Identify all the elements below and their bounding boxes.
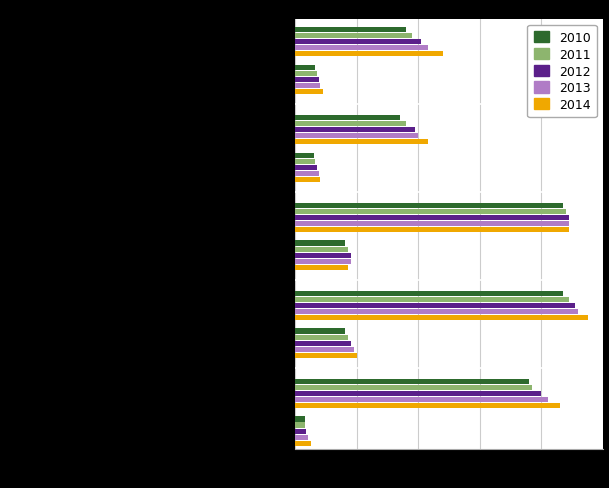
Bar: [295, 403, 560, 408]
Bar: [295, 215, 569, 221]
Bar: [295, 52, 443, 57]
Bar: [295, 46, 428, 51]
Bar: [295, 329, 345, 334]
Bar: [295, 291, 563, 296]
Bar: [295, 335, 348, 340]
Bar: [295, 65, 315, 71]
Bar: [295, 209, 566, 215]
Bar: [295, 441, 311, 446]
Bar: [295, 391, 541, 396]
Bar: [295, 127, 415, 133]
Bar: [295, 265, 348, 271]
Bar: [295, 247, 348, 252]
Bar: [295, 353, 357, 359]
Bar: [295, 78, 319, 83]
Bar: [295, 309, 579, 315]
Bar: [295, 259, 351, 264]
Bar: [295, 140, 428, 145]
Bar: [295, 90, 323, 95]
Bar: [295, 397, 547, 403]
Bar: [295, 241, 345, 246]
Bar: [295, 297, 569, 303]
Bar: [295, 134, 418, 139]
Bar: [295, 115, 400, 121]
Bar: [295, 428, 306, 434]
Legend: 2010, 2011, 2012, 2013, 2014: 2010, 2011, 2012, 2013, 2014: [527, 26, 597, 118]
Bar: [295, 171, 319, 177]
Bar: [295, 417, 304, 422]
Bar: [295, 227, 569, 233]
Bar: [295, 435, 308, 440]
Bar: [295, 203, 563, 208]
Bar: [295, 28, 406, 33]
Bar: [295, 347, 354, 352]
Bar: [295, 40, 421, 45]
Bar: [295, 122, 406, 127]
Bar: [295, 165, 317, 171]
Bar: [295, 153, 314, 159]
Bar: [295, 341, 351, 346]
Bar: [295, 385, 532, 390]
Bar: [295, 222, 569, 227]
Bar: [295, 303, 576, 308]
Bar: [295, 178, 320, 183]
Bar: [295, 159, 315, 164]
Bar: [295, 34, 412, 39]
Bar: [295, 423, 304, 428]
Bar: [295, 315, 588, 321]
Bar: [295, 83, 320, 89]
Bar: [295, 379, 529, 384]
Bar: [295, 72, 317, 77]
Bar: [295, 253, 351, 259]
